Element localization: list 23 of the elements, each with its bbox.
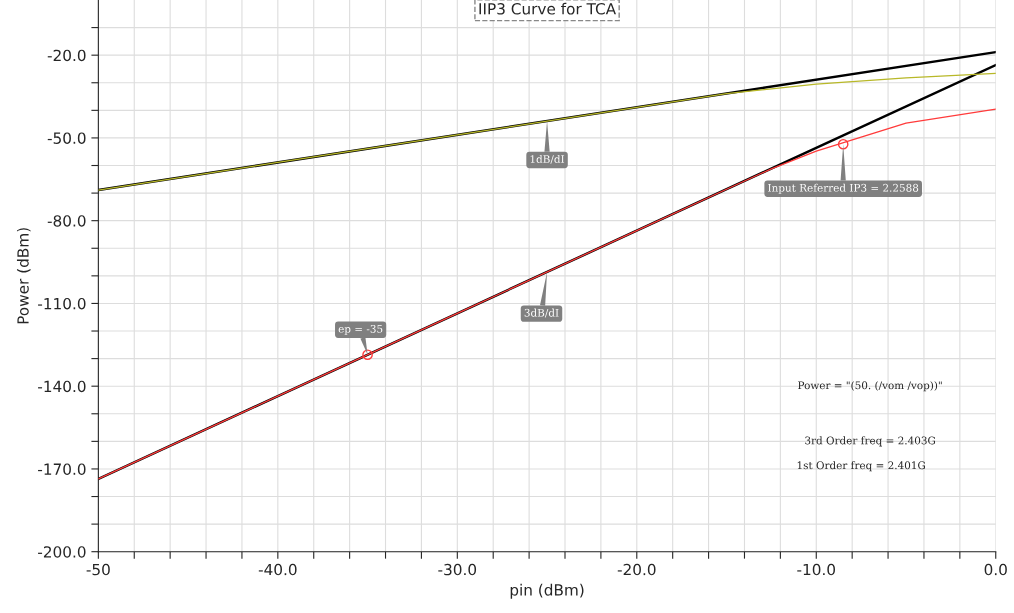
chart-title: IIP3 Curve for TCA	[479, 2, 616, 15]
x-tick-label: -40.0	[258, 563, 297, 576]
x-tick-label: -10.0	[797, 563, 836, 576]
y-tick-label: -140.0	[38, 380, 86, 393]
y-tick-label: -200.0	[38, 546, 86, 558]
annotation: 1st Order freq = 2.401G	[797, 461, 925, 472]
x-axis-title: pin (dBm)	[510, 583, 584, 599]
annotation: ep = -35	[338, 324, 383, 335]
annotation: 3rd Order freq = 2.403G	[805, 436, 935, 447]
y-tick-label: -170.0	[38, 463, 86, 475]
x-tick-label: 0.0	[984, 563, 1007, 576]
annotation: Input Referred IP3 = 2.2588	[768, 183, 919, 194]
x-tick-label: -30.0	[438, 563, 477, 576]
annotation: Power = "(50. (/vom /vop))"	[798, 381, 942, 392]
x-tick-label: -50	[86, 563, 110, 576]
y-axis-title: Power (dBm)	[16, 228, 31, 324]
y-tick-label: -50.0	[47, 132, 86, 144]
x-tick-label: -20.0	[617, 563, 656, 576]
y-tick-label: -20.0	[47, 49, 86, 62]
y-tick-label: -110.0	[38, 297, 86, 310]
annotation: 1dB/dI	[530, 154, 565, 164]
annotation: 3dB/dI	[524, 308, 559, 318]
y-tick-label: -80.0	[47, 215, 86, 227]
